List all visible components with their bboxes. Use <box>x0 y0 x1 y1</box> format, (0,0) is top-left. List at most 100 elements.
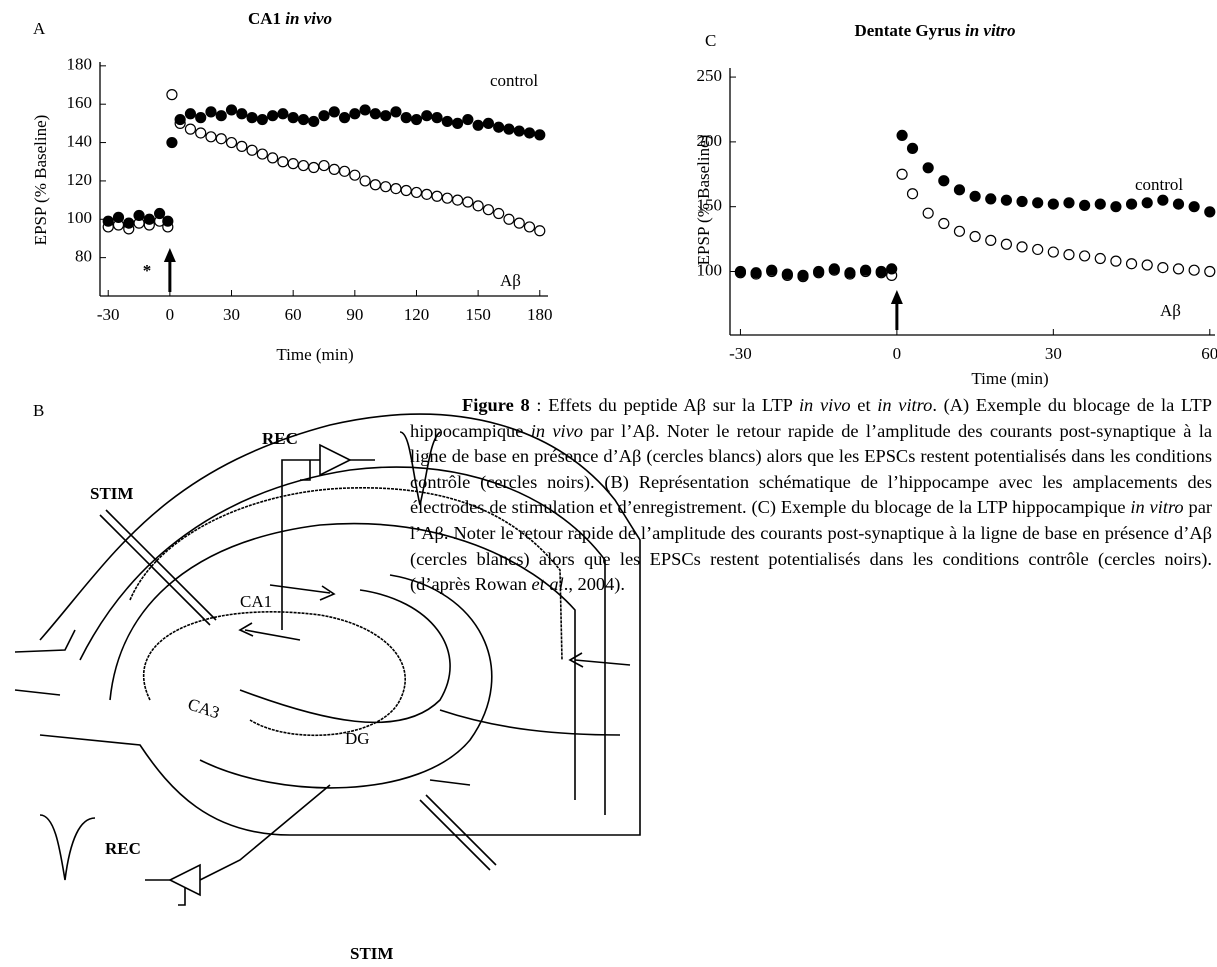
data-point <box>494 209 504 219</box>
data-point <box>411 115 421 125</box>
data-point <box>227 138 237 148</box>
data-point <box>1017 197 1027 207</box>
data-point <box>268 153 278 163</box>
data-point <box>1001 239 1011 249</box>
data-point <box>986 235 996 245</box>
data-point <box>1080 200 1090 210</box>
data-point <box>329 107 339 117</box>
arrow <box>575 660 630 665</box>
data-point <box>782 269 792 279</box>
data-point <box>494 122 504 132</box>
data-point <box>1033 198 1043 208</box>
data-point <box>876 266 886 276</box>
data-point <box>422 111 432 121</box>
data-point <box>391 184 401 194</box>
data-point <box>1142 198 1152 208</box>
data-point <box>535 130 545 140</box>
data-point <box>257 149 267 159</box>
data-point <box>1064 250 1074 260</box>
data-point <box>954 185 964 195</box>
caption-text: in vivo <box>799 395 851 415</box>
x-tick-label: 90 <box>346 305 363 324</box>
waveform <box>40 815 95 880</box>
data-point <box>923 163 933 173</box>
data-point <box>278 109 288 119</box>
data-point <box>350 170 360 180</box>
data-point <box>206 107 216 117</box>
data-point <box>525 128 535 138</box>
data-point <box>196 128 206 138</box>
data-point <box>463 197 473 207</box>
data-point <box>897 169 907 179</box>
data-point <box>381 182 391 192</box>
data-point <box>908 189 918 199</box>
data-point <box>1189 202 1199 212</box>
data-point <box>401 186 411 196</box>
data-point <box>829 264 839 274</box>
title-text: in vitro <box>965 21 1016 40</box>
data-point <box>887 264 897 274</box>
data-point <box>155 209 165 219</box>
legend-label: Aβ <box>500 271 521 290</box>
annotation: * <box>143 261 152 280</box>
x-tick-label: 120 <box>404 305 430 324</box>
data-point <box>473 120 483 130</box>
ground <box>178 888 185 905</box>
title-text: in vivo <box>285 9 332 28</box>
x-tick-label: 30 <box>223 305 240 324</box>
data-point <box>268 111 278 121</box>
x-tick-label: -30 <box>729 344 752 363</box>
data-point <box>954 226 964 236</box>
data-point <box>483 118 493 128</box>
data-point <box>144 214 154 224</box>
data-point <box>970 191 980 201</box>
diagram-label: CA3 <box>186 694 222 722</box>
data-point <box>735 266 745 276</box>
data-point <box>298 115 308 125</box>
data-point <box>504 214 514 224</box>
figure-caption: Figure 8 : Effets du peptide Aβ sur la L… <box>410 393 1212 598</box>
arrow-head <box>891 290 903 304</box>
arrow <box>15 690 60 695</box>
data-point <box>370 180 380 190</box>
diagram-label: DG <box>345 729 370 748</box>
data-point <box>463 115 473 125</box>
panel-letter: B <box>33 401 44 420</box>
x-tick-label: 150 <box>465 305 491 324</box>
data-point <box>970 231 980 241</box>
y-tick-label: 140 <box>67 131 93 150</box>
diagram-label: STIM <box>350 944 393 963</box>
data-point <box>1173 264 1183 274</box>
data-point <box>196 113 206 123</box>
x-tick-label: 60 <box>285 305 302 324</box>
data-point <box>1064 198 1074 208</box>
x-axis-label: Time (min) <box>276 345 353 364</box>
data-point <box>525 222 535 232</box>
data-point <box>1017 242 1027 252</box>
data-point <box>216 134 226 144</box>
data-point <box>206 132 216 142</box>
data-point <box>278 157 288 167</box>
data-point <box>216 111 226 121</box>
data-point <box>134 210 144 220</box>
chart-title: Dentate Gyrus in vitro <box>854 21 1015 40</box>
data-point <box>483 205 493 215</box>
data-point <box>319 161 329 171</box>
data-point <box>298 161 308 171</box>
chart-title: CA1 in vivo <box>248 9 332 28</box>
data-point <box>986 194 996 204</box>
data-point <box>288 113 298 123</box>
y-axis-label: EPSP (% Baseline) <box>694 135 713 266</box>
data-point <box>442 116 452 126</box>
data-point <box>329 164 339 174</box>
data-point <box>1142 260 1152 270</box>
data-point <box>167 138 177 148</box>
arrow <box>245 630 300 640</box>
data-point <box>1127 259 1137 269</box>
diagram-label: REC <box>105 839 141 858</box>
data-point <box>1189 265 1199 275</box>
data-point <box>103 216 113 226</box>
outline <box>440 710 620 735</box>
data-point <box>1205 207 1215 217</box>
data-point <box>1111 256 1121 266</box>
